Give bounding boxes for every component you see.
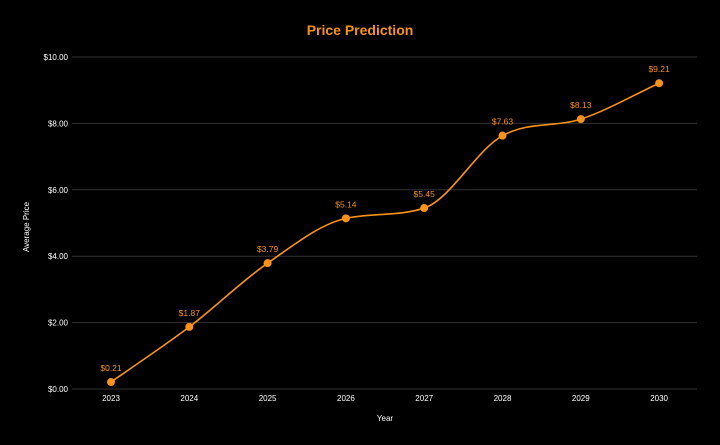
data-point-2024[interactable]	[185, 322, 194, 331]
x-tick-label: 2027	[415, 394, 433, 403]
data-labels: $0.21 $1.87 $3.79 $5.14 $5.45 $7.63 $8.13 $9.21	[100, 64, 670, 373]
data-label-2027: $5.45	[414, 189, 436, 199]
data-point-2025[interactable]	[263, 259, 272, 268]
data-point-2028[interactable]	[498, 131, 507, 140]
data-label-2029: $8.13	[570, 100, 592, 110]
x-tick-label: 2023	[102, 394, 120, 403]
chart-title: Price Prediction	[307, 22, 414, 38]
series-price	[107, 79, 664, 387]
x-axis-ticks: 2023 2024 2025 2026 2027 2028 2029 2030	[102, 394, 668, 403]
y-tick-label: $4.00	[48, 252, 69, 261]
x-tick-label: 2026	[337, 394, 355, 403]
data-point-2026[interactable]	[341, 214, 350, 223]
data-point-2023[interactable]	[107, 378, 115, 387]
grid-lines	[72, 56, 697, 390]
x-tick-label: 2029	[572, 394, 590, 403]
data-label-2024: $1.87	[179, 308, 201, 318]
y-tick-label: $10.00	[44, 53, 69, 62]
x-tick-label: 2030	[650, 394, 668, 403]
y-axis-ticks: $0.00 $2.00 $4.00 $6.00 $8.00 $10.00	[44, 53, 69, 394]
x-tick-label: 2024	[180, 394, 198, 403]
data-label-2025: $3.79	[257, 244, 279, 254]
data-label-2026: $5.14	[335, 199, 357, 209]
x-axis-label: Year	[377, 414, 394, 423]
x-tick-label: 2025	[259, 394, 277, 403]
y-axis-label: Average Price	[22, 201, 31, 252]
y-tick-label: $0.00	[48, 385, 69, 394]
data-label-2028: $7.63	[492, 117, 514, 127]
y-tick-label: $6.00	[48, 186, 69, 195]
data-label-2023: $0.21	[100, 363, 122, 373]
series-line	[110, 82, 660, 383]
y-tick-label: $8.00	[48, 119, 69, 128]
data-label-2030: $9.21	[648, 64, 670, 74]
data-point-2030[interactable]	[655, 79, 664, 88]
data-point-2029[interactable]	[576, 115, 585, 124]
x-tick-label: 2028	[494, 394, 512, 403]
data-point-2027[interactable]	[420, 204, 429, 213]
y-tick-label: $2.00	[48, 319, 69, 328]
